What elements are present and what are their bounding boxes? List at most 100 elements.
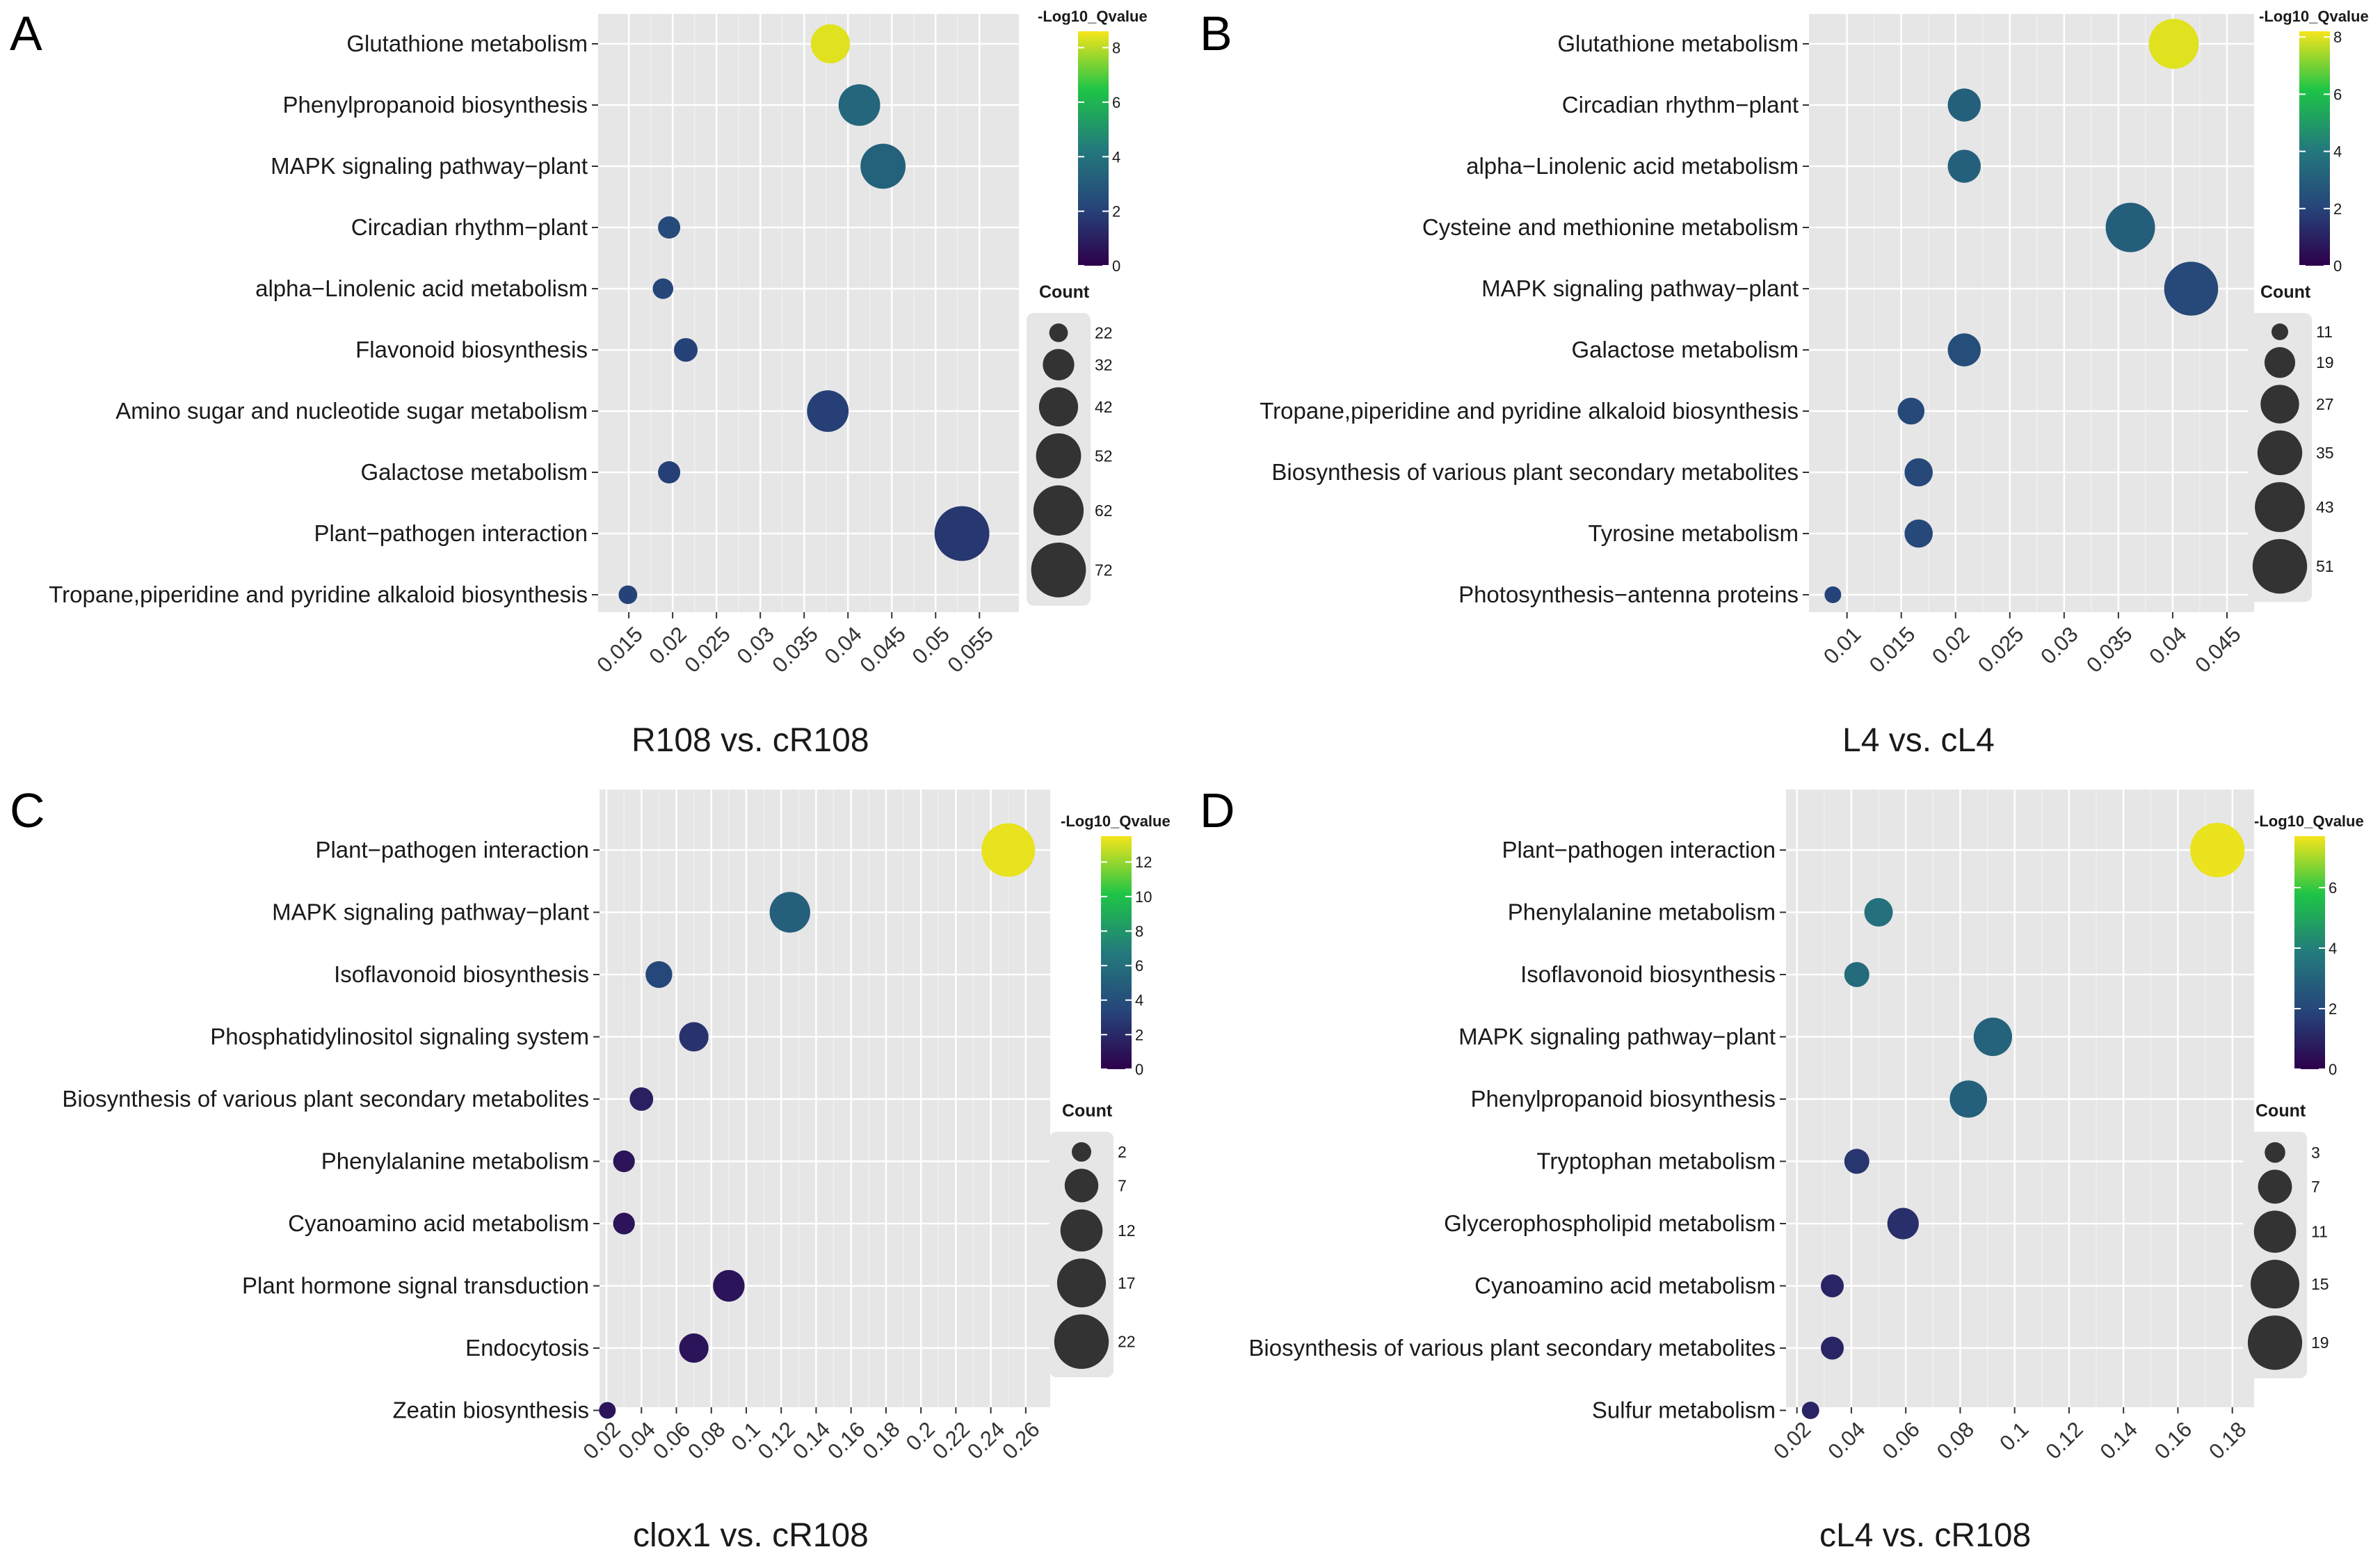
x-tick-label: 0.035 [2082, 622, 2137, 678]
x-tick-label: 0.045 [2190, 622, 2246, 678]
y-tick-label: MAPK signaling pathway−plant [271, 153, 588, 179]
size-legend-key [1064, 1169, 1099, 1203]
chart-d: D Plant−pathogen interaction Phenylalanine… [1200, 783, 2364, 1554]
y-tick-label: Glycerophospholipid metabolism [1444, 1210, 1776, 1236]
data-point-phenylpropanoid-biosynthesis [1949, 1080, 1987, 1118]
size-legend-title: Count [1039, 282, 1090, 302]
size-legend-label: 7 [2311, 1178, 2320, 1196]
x-tick-label: 0.22 [928, 1417, 974, 1464]
color-legend-title: -Log10_Qvalue [2259, 8, 2369, 25]
colorbar-tick-label: 0 [1135, 1061, 1143, 1078]
size-legend-key [1049, 323, 1068, 342]
x-tick-label: 0.08 [1932, 1417, 1979, 1464]
data-point-tyrosine-metabolism [1904, 519, 1933, 548]
data-point-biosynthesis-of-various-plant-secondary-metabolites [1904, 458, 1933, 487]
size-legend-label: 32 [1095, 355, 1113, 374]
data-point-phenylalanine-metabolism [613, 1150, 635, 1173]
chart-title: R108 vs. cR108 [632, 722, 869, 759]
size-legend-label: 42 [1095, 398, 1113, 416]
x-tick-label: 0.04 [613, 1417, 660, 1464]
size-legend-label: 35 [2316, 444, 2334, 462]
y-tick-label: Circadian rhythm−plant [351, 214, 588, 240]
data-point-glutathione-metabolism [2148, 19, 2199, 69]
panel-label: A [10, 6, 42, 61]
color-legend: -Log10_Qvalue 0 2 4 6 8 [2259, 8, 2369, 275]
x-tick-label: 0.12 [2041, 1417, 2087, 1464]
y-tick-label: Flavonoid biosynthesis [355, 337, 588, 362]
x-tick-label: 0.06 [1878, 1417, 1924, 1464]
y-tick-label: Sulfur metabolism [1592, 1397, 1776, 1423]
colorbar-tick-label: 4 [2329, 940, 2337, 957]
y-tick-label: Phosphatidylinositol signaling system [210, 1024, 589, 1050]
data-point-mapk-signaling-pathway-plant [769, 892, 810, 933]
size-legend: Count 11 19 27 35 43 51 [2248, 282, 2334, 602]
chart-b: B Glutathione metabolism Circadian rhythm−… [1200, 6, 2369, 759]
colorbar [1078, 31, 1109, 266]
y-tick-label: MAPK signaling pathway−plant [1458, 1024, 1776, 1050]
data-point-photosynthesis-antenna-proteins [1824, 586, 1842, 603]
x-tick-label: 0.1 [1995, 1417, 2033, 1455]
panel-b: B Glutathione metabolism Circadian rhythm−… [1190, 0, 2380, 777]
colorbar-tick-label: 4 [1112, 148, 1120, 166]
y-tick-label: Plant−pathogen interaction [315, 837, 589, 863]
x-tick-label: 0.18 [858, 1417, 904, 1464]
x-tick-label: 0.055 [942, 622, 998, 678]
size-legend-label: 22 [1095, 323, 1113, 342]
x-tick-label: 0.08 [683, 1417, 730, 1464]
x-tick-label: 0.06 [648, 1417, 695, 1464]
size-legend-key [2265, 1142, 2285, 1163]
x-tick-label: 0.02 [578, 1417, 625, 1464]
x-tick-label: 0.16 [2150, 1417, 2196, 1464]
y-tick-label: Endocytosis [465, 1335, 589, 1361]
y-tick-label: Biosynthesis of various plant secondary … [62, 1086, 589, 1112]
data-point-mapk-signaling-pathway-plant [1973, 1017, 2012, 1057]
x-tick-label: 0.04 [1823, 1417, 1870, 1464]
y-tick-label: MAPK signaling pathway−plant [272, 899, 589, 925]
size-legend-label: 22 [1118, 1333, 1136, 1351]
y-tick-label: Phenylpropanoid biosynthesis [283, 92, 588, 118]
y-tick-label: Isoflavonoid biosynthesis [1520, 961, 1776, 987]
x-tick-label: 0.12 [753, 1417, 800, 1464]
colorbar-tick-label: 6 [2329, 879, 2337, 897]
data-point-cysteine-and-methionine-metabolism [2105, 202, 2155, 253]
data-point-isoflavonoid-biosynthesis [645, 961, 673, 988]
y-tick-label: Zeatin biosynthesis [393, 1397, 589, 1423]
data-point-glycerophospholipid-metabolism [1887, 1208, 1919, 1240]
x-tick-label: 0.025 [680, 622, 735, 678]
size-legend-key [2252, 538, 2308, 594]
data-point-galactose-metabolism [658, 461, 681, 483]
data-point-endocytosis [679, 1333, 709, 1363]
size-legend-title: Count [2256, 1101, 2306, 1121]
panel-label: D [1200, 783, 1235, 838]
y-tick-label: Tropane,piperidine and pyridine alkaloid… [49, 582, 588, 607]
y-tick-label: Biosynthesis of various plant secondary … [1248, 1335, 1776, 1361]
colorbar-tick-label: 6 [1112, 94, 1120, 111]
size-legend-key [2272, 323, 2288, 341]
size-legend-label: 17 [1118, 1274, 1136, 1292]
x-tick-label: 0.14 [2096, 1417, 2142, 1464]
y-tick-label: Cysteine and methionine metabolism [1422, 214, 1799, 240]
data-point-mapk-signaling-pathway-plant [860, 143, 906, 189]
x-tick-label: 0.14 [788, 1417, 835, 1464]
size-legend-key [2253, 1210, 2297, 1253]
y-tick-label: Photosynthesis−antenna proteins [1458, 582, 1799, 607]
x-tick-label: 0.18 [2204, 1417, 2251, 1464]
colorbar-tick-label: 4 [1135, 992, 1143, 1009]
data-point-plant-hormone-signal-transduction [713, 1269, 745, 1302]
y-tick-label: Tyrosine metabolism [1588, 520, 1799, 546]
chart-title: cL4 vs. cR108 [1819, 1517, 2031, 1554]
size-legend-box [1050, 1132, 1113, 1377]
size-legend-label: 19 [2316, 353, 2334, 371]
x-tick-label: 0.035 [767, 622, 823, 678]
panel-d: D Plant−pathogen interaction Phenylalanine… [1190, 777, 2380, 1554]
data-point-phenylpropanoid-biosynthesis [838, 84, 881, 126]
data-point-mapk-signaling-pathway-plant [2164, 262, 2219, 316]
data-point-cyanoamino-acid-metabolism [1821, 1274, 1844, 1297]
size-legend-key [1036, 433, 1082, 479]
size-legend-label: 15 [2311, 1275, 2329, 1293]
size-legend-key [1033, 485, 1084, 536]
colorbar-tick-label: 6 [2333, 86, 2342, 103]
size-legend-key [1056, 1258, 1107, 1308]
chart-title: L4 vs. cL4 [1842, 722, 1995, 759]
size-legend-key [1043, 349, 1075, 381]
